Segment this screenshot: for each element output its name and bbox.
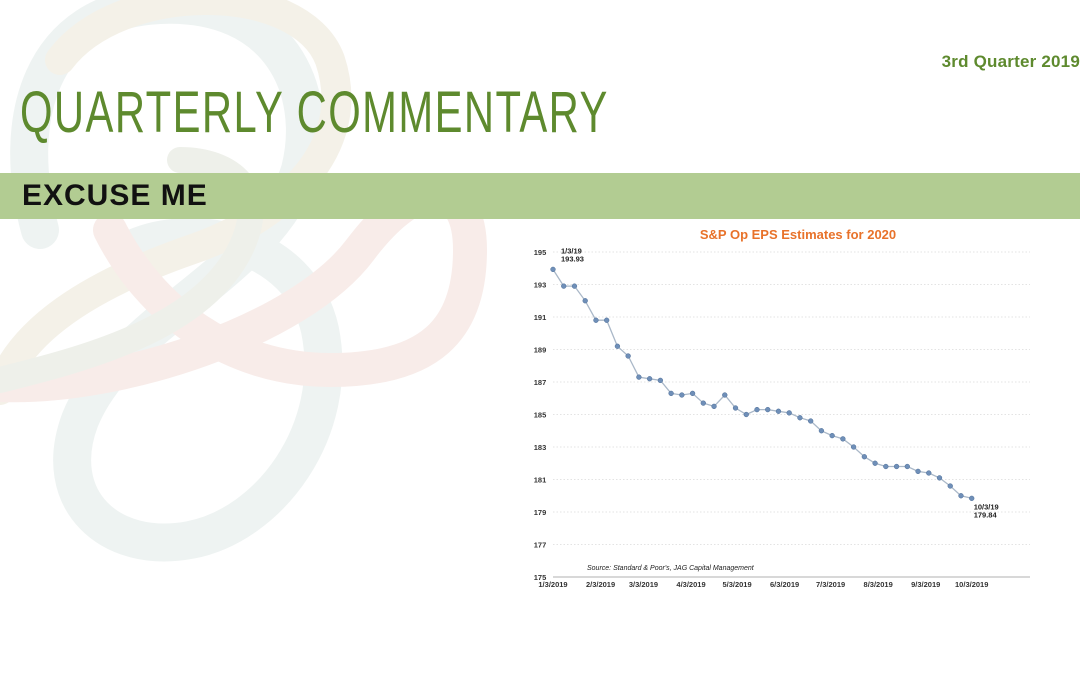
y-tick-label: 181 xyxy=(534,476,547,485)
data-point xyxy=(775,408,782,414)
y-tick-label: 193 xyxy=(534,281,547,290)
data-point xyxy=(668,390,674,397)
data-point xyxy=(646,376,653,382)
data-point xyxy=(743,411,749,418)
grid xyxy=(553,251,1030,545)
data-point xyxy=(904,463,910,470)
data-point xyxy=(689,390,696,397)
data-point xyxy=(872,460,878,466)
data-point xyxy=(550,266,556,273)
x-tick-label: 8/3/2019 xyxy=(864,580,893,589)
eps-estimates-chart: S&P Op EPS Estimates for 2020 1751771791… xyxy=(534,227,1030,589)
y-tick-label: 179 xyxy=(534,508,547,517)
quarter-label: 3rd Quarter 2019 xyxy=(941,52,1080,71)
data-point xyxy=(732,405,739,411)
chart-title: S&P Op EPS Estimates for 2020 xyxy=(700,227,896,242)
x-tick-label: 9/3/2019 xyxy=(911,580,940,589)
x-tick-label: 4/3/2019 xyxy=(676,580,705,589)
data-point xyxy=(582,298,588,304)
data-point xyxy=(754,406,760,413)
data-point xyxy=(571,283,578,289)
series-line xyxy=(552,269,972,499)
y-tick-label: 189 xyxy=(534,346,547,355)
data-point xyxy=(657,377,664,384)
page-title: QUARTERLY COMMENTARY xyxy=(20,80,609,145)
annotation-label: 193.93 xyxy=(561,254,584,263)
y-tick-label: 187 xyxy=(534,378,547,387)
section-title: EXCUSE ME xyxy=(22,179,208,212)
x-tick-label: 7/3/2019 xyxy=(816,580,845,589)
data-point xyxy=(604,317,610,323)
data-point xyxy=(969,495,975,502)
x-tick-label: 5/3/2019 xyxy=(722,580,751,589)
y-tick-label: 177 xyxy=(534,541,547,550)
data-point xyxy=(765,406,771,413)
x-tick-label: 3/3/2019 xyxy=(629,580,658,589)
chart-source: Source: Standard & Poor's, JAG Capital M… xyxy=(587,565,755,572)
data-point xyxy=(840,436,846,442)
y-tick-label: 185 xyxy=(534,411,547,420)
data-point xyxy=(818,428,825,434)
data-point xyxy=(936,475,943,481)
y-tick-label: 191 xyxy=(534,313,547,322)
data-point xyxy=(786,410,792,416)
data-point xyxy=(883,463,889,470)
data-point xyxy=(915,468,921,475)
data-point xyxy=(829,432,835,439)
data-point xyxy=(679,392,685,398)
data-point xyxy=(850,444,857,450)
data-point xyxy=(797,415,803,421)
data-point xyxy=(808,418,814,424)
data-point xyxy=(625,353,631,359)
data-point xyxy=(861,454,868,460)
annotation-label: 179.84 xyxy=(974,510,998,519)
data-point xyxy=(722,392,728,398)
annotation-label: 1/3/19 xyxy=(561,246,582,255)
axes: 175 177 179 181 183 185 187 189 191 193 195 1/3/201… xyxy=(534,248,1030,589)
section-band xyxy=(0,173,1080,219)
x-tick-label: 10/3/2019 xyxy=(955,580,988,589)
data-point xyxy=(926,470,932,476)
data-point xyxy=(958,493,964,499)
x-tick-label: 2/3/2019 xyxy=(586,580,615,589)
data-point xyxy=(636,374,642,380)
series-markers xyxy=(550,266,975,502)
data-point xyxy=(700,400,706,406)
data-point xyxy=(711,403,717,410)
data-point xyxy=(614,343,621,349)
data-point xyxy=(893,463,900,470)
x-tick-label: 1/3/2019 xyxy=(538,580,567,589)
data-point xyxy=(561,283,567,289)
y-tick-label: 183 xyxy=(534,443,547,452)
annotation-label: 10/3/19 xyxy=(974,502,999,511)
y-tick-label: 175 xyxy=(534,573,547,582)
y-tick-label: 195 xyxy=(534,248,547,257)
data-point xyxy=(593,317,599,323)
data-point xyxy=(947,483,953,489)
x-tick-label: 6/3/2019 xyxy=(770,580,799,589)
